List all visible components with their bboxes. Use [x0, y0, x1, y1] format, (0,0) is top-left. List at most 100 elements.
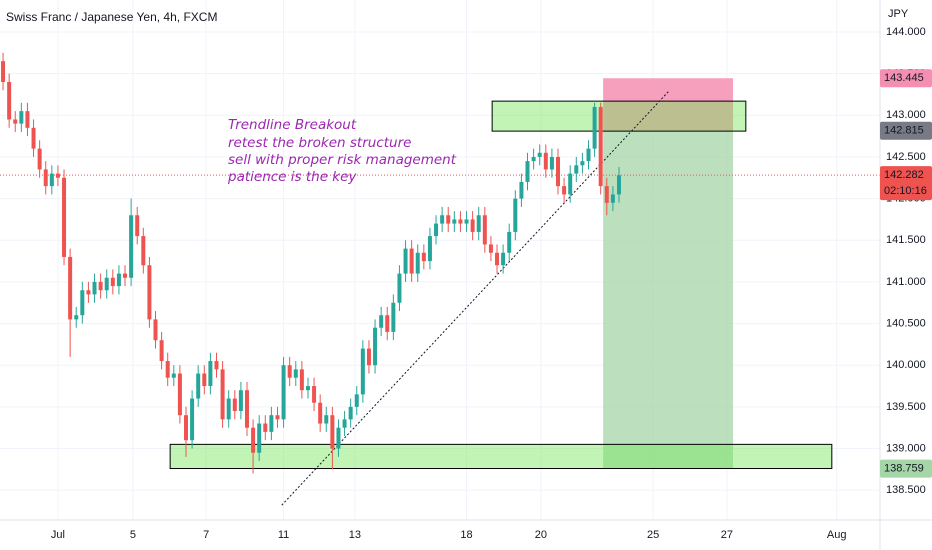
y-tick-label: 143.000: [886, 109, 926, 121]
candle-body: [543, 152, 548, 170]
price-tag: [880, 166, 932, 201]
candle-body: [190, 398, 195, 441]
candle-body: [616, 175, 621, 195]
candle-body: [470, 219, 475, 232]
candle-body: [507, 231, 512, 253]
zone: [169, 443, 833, 470]
candle-body: [580, 161, 585, 166]
y-tick-label: 141.000: [886, 276, 926, 288]
candle-body: [13, 119, 18, 124]
candle-body: [116, 273, 121, 287]
candle-body: [177, 373, 182, 416]
y-tick-label: 141.500: [886, 234, 926, 246]
candle-body: [549, 156, 554, 170]
candle-body: [165, 361, 170, 378]
candle-body: [62, 177, 67, 257]
plot-area: [0, 0, 880, 520]
x-tick-label: 27: [721, 529, 733, 541]
candle-body: [226, 398, 231, 420]
stop-area: [603, 78, 734, 131]
candle-body: [330, 415, 335, 449]
candle-body: [86, 290, 91, 295]
candle-body: [257, 423, 262, 453]
x-tick-label: 25: [647, 529, 659, 541]
candle-body: [562, 186, 567, 195]
candle-body: [568, 173, 573, 195]
candle-body: [159, 340, 164, 362]
y-tick-label: 144.000: [886, 26, 926, 38]
candle-body: [43, 169, 48, 187]
candle-body: [610, 194, 615, 203]
annotation: sell with proper risk management: [228, 152, 457, 168]
x-tick-label: 7: [203, 529, 209, 541]
candle-body: [360, 348, 365, 395]
candle-body: [232, 398, 237, 412]
candle-body: [281, 365, 286, 420]
candle-body: [379, 315, 384, 328]
candle-body: [202, 373, 207, 387]
candle-body: [275, 415, 280, 420]
candle-body: [415, 252, 420, 274]
candle-body: [244, 390, 249, 428]
candle-body: [135, 215, 140, 237]
candle-body: [495, 252, 500, 266]
candle-body: [287, 365, 292, 378]
candle-body: [49, 173, 54, 187]
candle-body: [318, 402, 323, 424]
candle-body: [525, 161, 530, 182]
candle-body: [25, 111, 30, 128]
candle-body: [1, 61, 6, 82]
candle-body: [458, 219, 463, 224]
x-tick-label: Jul: [51, 529, 65, 541]
candle-body: [147, 265, 152, 320]
candle-body: [421, 252, 426, 262]
x-tick-label: 11: [278, 529, 289, 541]
candle-body: [31, 127, 36, 149]
candle-body: [446, 215, 451, 224]
candle-body: [373, 327, 378, 366]
price-tag-label: 142.282: [884, 169, 924, 181]
candle-body: [312, 386, 317, 403]
candle-body: [366, 348, 371, 366]
annotation: patience is the key: [227, 169, 357, 185]
y-tick-label: 140.000: [886, 359, 926, 371]
candle-body: [391, 302, 396, 332]
candle-body: [342, 419, 347, 428]
candle-body: [141, 236, 146, 266]
target-area: [603, 130, 734, 469]
candle-body: [434, 223, 439, 237]
candle-body: [214, 361, 219, 370]
candle-body: [537, 152, 542, 157]
price-tag-label: 138.759: [884, 463, 924, 475]
candle-body: [19, 111, 24, 124]
y-tick-label: 142.500: [886, 151, 926, 163]
candle-body: [74, 315, 79, 320]
candle-body: [92, 281, 97, 295]
candle-body: [293, 369, 298, 378]
annotation: retest the broken structure: [228, 135, 411, 151]
x-tick-label: 5: [130, 529, 136, 541]
candle-body: [305, 386, 310, 391]
candle-body: [586, 148, 591, 162]
candle-body: [220, 369, 225, 420]
candle-body: [348, 406, 353, 420]
candle-body: [104, 277, 109, 291]
price-tag-label: 143.445: [884, 72, 924, 84]
candle-body: [196, 373, 201, 399]
candle-body: [452, 219, 457, 224]
candle-body: [238, 390, 243, 412]
price-tag: [880, 121, 932, 140]
candle-body: [37, 148, 42, 170]
x-tick-label: 13: [349, 529, 361, 541]
candle-body: [488, 244, 493, 253]
annotation: Trendline Breakout: [228, 117, 357, 133]
candle-body: [208, 361, 213, 387]
candle-body: [409, 248, 414, 274]
candle-body: [403, 248, 408, 274]
candle-body: [476, 215, 481, 232]
x-tick-label: Aug: [827, 529, 847, 541]
candle-body: [598, 106, 603, 187]
candle-body: [98, 281, 103, 291]
